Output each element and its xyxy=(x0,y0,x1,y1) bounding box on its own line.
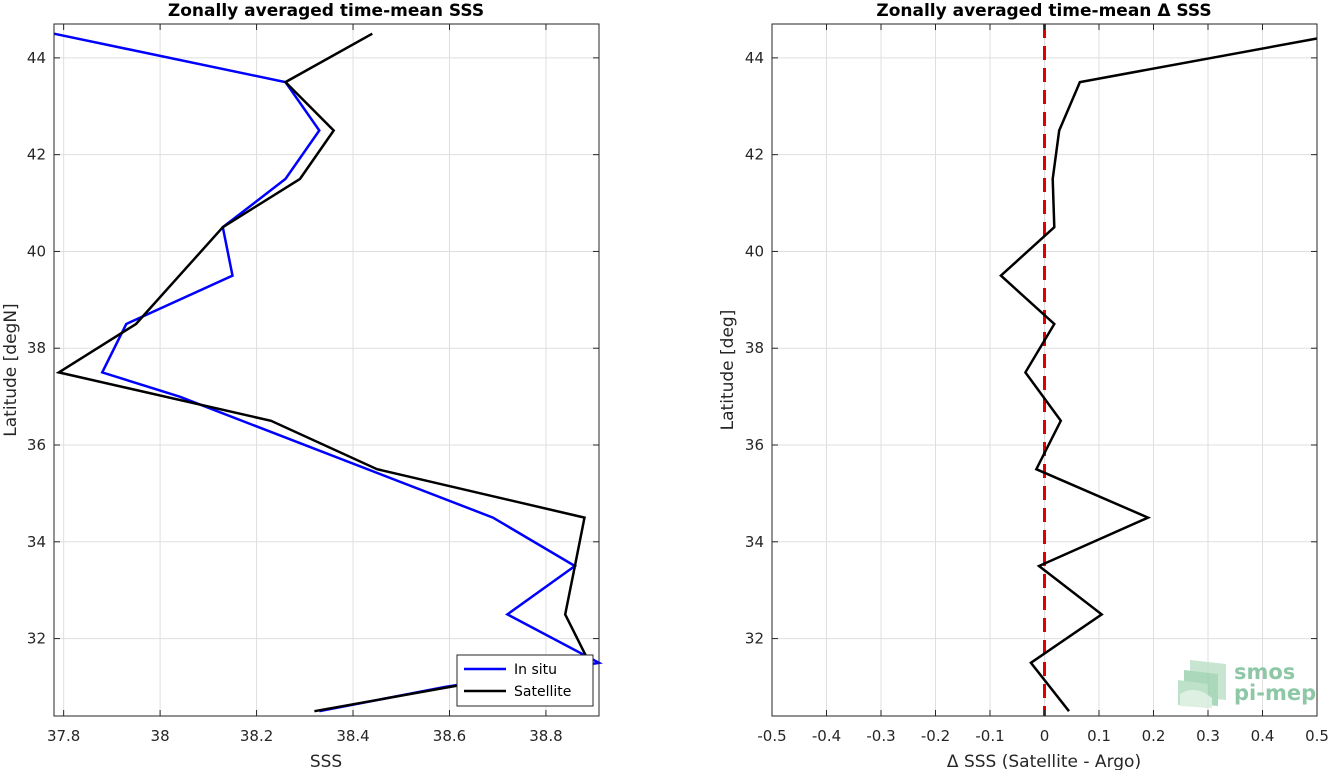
series-line-in-situ xyxy=(53,32,603,713)
left-series xyxy=(53,32,603,713)
right-y-axis-label: Latitude [deg] xyxy=(718,310,738,431)
left-axes-frame xyxy=(53,23,600,717)
y-tick-label: 32 xyxy=(745,630,764,648)
y-tick-label: 38 xyxy=(27,339,46,357)
legend: In situ Satellite xyxy=(456,654,594,707)
x-tick-label: 38.2 xyxy=(240,727,273,745)
x-tick-label: 0.1 xyxy=(1087,727,1111,745)
logo-text-pi-mep: pi-mep xyxy=(1234,681,1316,705)
x-tick-label: -0.2 xyxy=(921,727,950,745)
x-tick-label: -0.5 xyxy=(757,727,786,745)
y-tick-label: 42 xyxy=(745,146,764,164)
x-tick-label: 0.5 xyxy=(1305,727,1329,745)
legend-box xyxy=(456,654,594,707)
left-chart-title: Zonally averaged time-mean SSS xyxy=(168,1,484,21)
y-tick-label: 40 xyxy=(745,242,764,260)
right-axes-frame xyxy=(771,23,1318,717)
logo-text-smos: smos xyxy=(1234,660,1295,684)
y-tick-label: 36 xyxy=(745,436,764,454)
x-tick-label: 0.4 xyxy=(1251,727,1275,745)
y-tick-label: 36 xyxy=(27,436,46,454)
left-grid xyxy=(54,24,599,716)
legend-label-satellite: Satellite xyxy=(514,684,571,700)
y-tick-label: 34 xyxy=(27,533,46,551)
x-tick-label: -0.3 xyxy=(866,727,895,745)
x-tick-label: 0 xyxy=(1040,727,1050,745)
x-tick-label: 38 xyxy=(151,727,170,745)
y-tick-label: 40 xyxy=(27,242,46,260)
y-tick-label: 34 xyxy=(745,533,764,551)
right-chart-title: Zonally averaged time-mean Δ SSS xyxy=(876,1,1211,21)
right-ticks: -0.5 -0.4 -0.3 -0.2 -0.1 0 0.1 0.2 0.3 0.4 0.5 32 34… xyxy=(745,24,1329,745)
sss-plot: Zonally averaged time-mean SSS 37.8 38 38.… xyxy=(1,1,603,772)
x-tick-label: 37.8 xyxy=(47,727,80,745)
left-y-axis-label: Latitude [degN] xyxy=(1,303,21,436)
y-tick-label: 42 xyxy=(27,146,46,164)
x-tick-label: -0.4 xyxy=(812,727,841,745)
legend-label-in-situ: In situ xyxy=(514,662,557,678)
logo-mark-icon xyxy=(1178,660,1226,708)
right-series xyxy=(999,37,1318,712)
left-ticks: 37.8 38 38.2 38.4 38.6 38.8 32 34 36 38 40 42 44 xyxy=(27,24,599,745)
y-tick-label: 44 xyxy=(27,49,46,67)
delta-sss-plot: Zonally averaged time-mean Δ SSS -0.5 -0.… xyxy=(718,1,1329,772)
right-grid xyxy=(771,24,1318,716)
x-tick-label: 38.8 xyxy=(529,727,562,745)
smos-pi-mep-logo: smos pi-mep xyxy=(1178,660,1316,708)
series-line-satellite xyxy=(55,32,592,713)
y-tick-label: 44 xyxy=(745,49,764,67)
series-line-delta xyxy=(999,37,1318,712)
left-x-axis-label: SSS xyxy=(310,752,342,770)
x-tick-label: 38.4 xyxy=(336,727,369,745)
x-tick-label: 0.2 xyxy=(1142,727,1166,745)
y-tick-label: 32 xyxy=(27,630,46,648)
x-tick-label: -0.1 xyxy=(975,727,1004,745)
right-x-axis-label: Δ SSS (Satellite - Argo) xyxy=(947,752,1141,770)
x-tick-label: 38.6 xyxy=(433,727,466,745)
y-tick-label: 38 xyxy=(745,339,764,357)
x-tick-label: 0.3 xyxy=(1196,727,1220,745)
